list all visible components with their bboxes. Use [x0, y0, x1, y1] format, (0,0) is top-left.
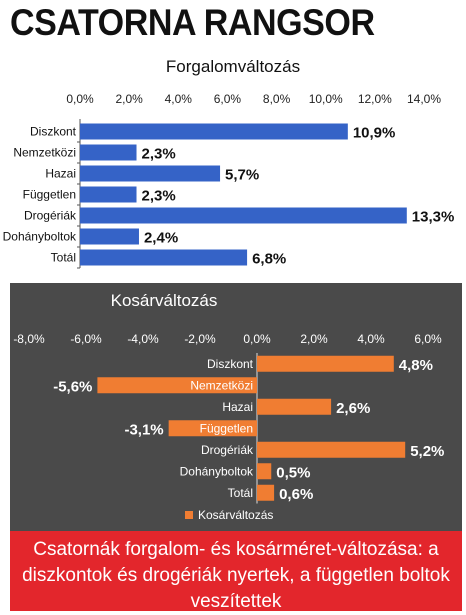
data-label: 2,6%	[336, 400, 370, 417]
page-title: CSATORNA RANGSOR	[10, 2, 375, 43]
x-tick-label: 0,0%	[66, 92, 94, 106]
data-label: 5,7%	[225, 167, 259, 184]
x-tick-label: 4,0%	[165, 92, 193, 106]
data-label: 2,3%	[142, 188, 176, 205]
category-label: Hazai	[45, 167, 76, 181]
bar	[80, 249, 248, 266]
bar	[80, 207, 407, 224]
kosar-chart: Kosárváltozás -8,0% -6,0% -4,0% -2,0% 0,0% 2,0…	[13, 291, 444, 522]
category-label: Dohányboltok	[180, 464, 254, 478]
bar	[168, 420, 257, 437]
data-label: 4,8%	[399, 357, 433, 374]
category-label: Totál	[228, 486, 253, 500]
chart-title: Forgalomváltozás	[166, 57, 300, 76]
x-tick-label: 4,0%	[357, 332, 385, 346]
data-label: 13,3%	[412, 209, 455, 226]
footer-banner: Csatornák forgalom- és kosárméret-változ…	[10, 531, 462, 612]
data-label: -3,1%	[124, 421, 163, 438]
legend-label: Kosárváltozás	[198, 508, 273, 522]
data-label: 5,2%	[410, 443, 444, 460]
data-label: -5,6%	[53, 378, 92, 395]
data-label: 0,5%	[276, 464, 310, 481]
category-label: Diszkont	[207, 357, 254, 371]
x-tick-label: -8,0%	[13, 332, 45, 346]
category-label: Drogériák	[201, 443, 254, 457]
bar	[257, 484, 275, 501]
data-label: 0,6%	[279, 486, 313, 503]
bar	[257, 355, 394, 372]
category-label: Független	[200, 421, 253, 435]
x-tick-label: -4,0%	[127, 332, 159, 346]
bar	[80, 228, 139, 245]
category-label: Totál	[51, 251, 76, 265]
x-tick-label: 6,0%	[414, 332, 442, 346]
bar	[80, 123, 348, 140]
bar	[257, 463, 272, 480]
x-tick-label: 10,0%	[309, 92, 343, 106]
x-tick-label: 0,0%	[243, 332, 271, 346]
bar	[257, 441, 406, 458]
chart-title: Kosárváltozás	[111, 291, 218, 310]
legend-swatch	[185, 511, 193, 519]
bar	[80, 165, 221, 182]
x-tick-label: -6,0%	[70, 332, 102, 346]
category-label: Diszkont	[30, 125, 77, 139]
x-tick-label: 12,0%	[358, 92, 392, 106]
x-tick-label: 14,0%	[407, 92, 441, 106]
x-tick-label: 2,0%	[300, 332, 328, 346]
category-label: Dohányboltok	[3, 230, 77, 244]
data-label: 6,8%	[252, 251, 286, 268]
category-label: Hazai	[222, 400, 253, 414]
category-label: Nemzetközi	[13, 146, 76, 160]
forgalom-chart: Forgalomváltozás 0,0% 2,0% 4,0% 6,0% 8,0% 10,0…	[3, 57, 455, 269]
bar	[257, 398, 332, 415]
x-tick-label: -2,0%	[184, 332, 216, 346]
x-tick-label: 8,0%	[263, 92, 291, 106]
bar	[80, 144, 137, 161]
data-label: 2,4%	[144, 230, 178, 247]
category-label: Nemzetközi	[190, 378, 253, 392]
x-tick-label: 2,0%	[115, 92, 143, 106]
category-label: Drogériák	[24, 209, 77, 223]
kosar-panel: Kosárváltozás -8,0% -6,0% -4,0% -2,0% 0,0% 2,0…	[10, 283, 462, 531]
x-tick-label: 6,0%	[214, 92, 242, 106]
data-label: 2,3%	[142, 146, 176, 163]
data-label: 10,9%	[353, 125, 396, 142]
bar	[80, 186, 137, 203]
bar	[97, 377, 258, 394]
category-label: Független	[23, 188, 76, 202]
